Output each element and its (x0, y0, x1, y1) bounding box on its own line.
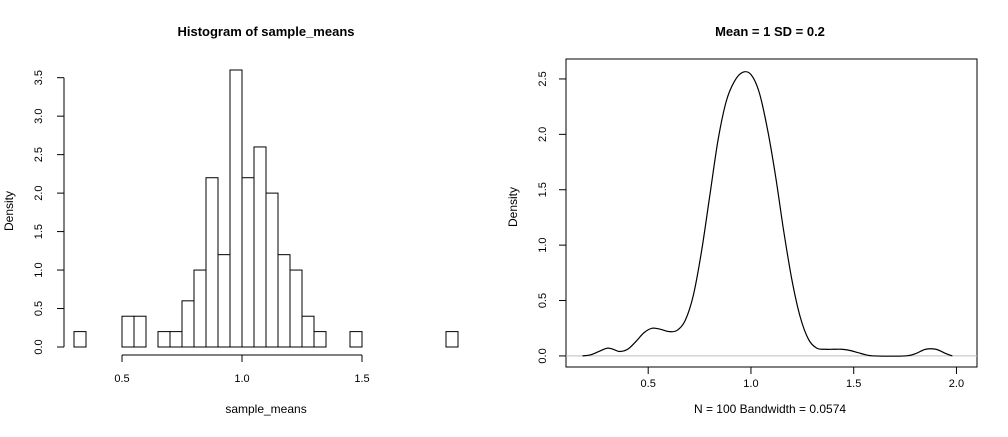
histogram-bar (349, 331, 363, 348)
histogram-y-axis: 0.0 0.5 1.0 1.5 2.0 2.5 3.0 3.5 (33, 70, 65, 355)
density-x-label: N = 100 Bandwidth = 0.0574 (694, 402, 846, 416)
histogram-x-tick-label: 1.0 (234, 373, 249, 385)
histogram-x-tick-label: 1.5 (354, 373, 369, 385)
histogram-bar (265, 192, 279, 348)
histogram-x-tick-label: 0.5 (114, 373, 129, 385)
histogram-y-tick-label: 2.5 (33, 147, 45, 162)
histogram-y-tick-label: 3.5 (33, 70, 45, 85)
histogram-bar (157, 331, 171, 348)
histogram-x-axis: 0.5 1.0 1.5 (114, 354, 370, 385)
histogram-bar (289, 269, 303, 348)
histogram-bar (445, 331, 459, 348)
density-y-tick-label: 0.0 (537, 348, 549, 363)
density-y-tick-label: 2.0 (537, 127, 549, 142)
histogram-bar (301, 315, 315, 348)
density-y-label: Density (506, 187, 520, 227)
density-x-tick-label: 1.0 (743, 378, 758, 390)
density-title: Mean = 1 SD = 0.2 (715, 24, 825, 39)
density-y-tick-label: 1.5 (537, 182, 549, 197)
density-y-tick-label: 2.5 (537, 71, 549, 86)
density-y-axis: 0.0 0.5 1.0 1.5 2.0 2.5 (537, 71, 566, 364)
histogram-y-label: Density (2, 191, 16, 231)
histogram-y-tick-label: 0.0 (33, 339, 45, 354)
histogram-y-tick-label: 1.0 (33, 262, 45, 277)
histogram-y-tick-label: 1.5 (33, 224, 45, 239)
histogram-x-label: sample_means (225, 402, 306, 416)
histogram-bar (217, 254, 231, 348)
histogram-bar (73, 331, 87, 348)
histogram-bar (277, 254, 291, 348)
histogram-bars (73, 69, 459, 348)
density-x-tick-label: 2.0 (949, 378, 964, 390)
density-y-tick-label: 0.5 (537, 293, 549, 308)
histogram-panel: Histogram of sample_means sample_means D… (2, 24, 459, 416)
density-panel: Mean = 1 SD = 0.2 N = 100 Bandwidth = 0.… (506, 24, 978, 416)
histogram-bar (229, 69, 243, 348)
histogram-bar (133, 315, 147, 348)
histogram-y-tick-label: 2.0 (33, 185, 45, 200)
histogram-bar (241, 177, 255, 348)
density-x-axis: 0.5 1.0 1.5 2.0 (641, 367, 964, 390)
histogram-bar (313, 331, 327, 348)
histogram-bar (253, 146, 267, 348)
density-y-tick-label: 1.0 (537, 237, 549, 252)
density-x-tick-label: 0.5 (641, 378, 656, 390)
histogram-bar (193, 269, 207, 348)
density-x-tick-label: 1.5 (846, 378, 861, 390)
histogram-bar (181, 300, 195, 348)
histogram-bar (121, 315, 135, 348)
histogram-bar (205, 177, 219, 348)
histogram-title: Histogram of sample_means (177, 24, 354, 39)
density-curve (582, 71, 953, 357)
histogram-y-tick-label: 3.0 (33, 109, 45, 124)
histogram-bar (169, 331, 183, 348)
histogram-y-tick-label: 0.5 (33, 301, 45, 316)
density-plot-box (565, 58, 978, 368)
